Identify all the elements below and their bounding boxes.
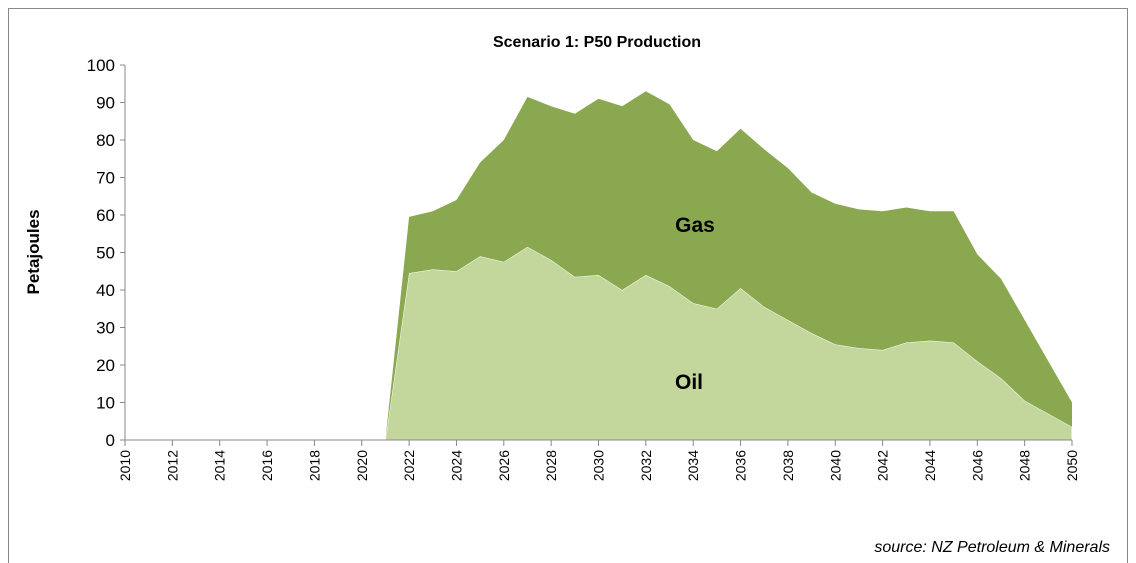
x-tick-label: 2026 bbox=[496, 450, 512, 481]
y-tick-label: 0 bbox=[106, 431, 115, 450]
x-tick-label: 2012 bbox=[164, 450, 180, 481]
x-tick-label: 2042 bbox=[875, 450, 891, 481]
y-tick-label: 40 bbox=[96, 281, 115, 300]
x-tick-label: 2038 bbox=[780, 450, 796, 481]
y-tick-label: 10 bbox=[96, 394, 115, 413]
chart-title: Scenario 1: P50 Production bbox=[493, 34, 701, 51]
y-axis-label: Petajoules bbox=[24, 209, 43, 294]
y-tick-label: 60 bbox=[96, 206, 115, 225]
y-tick-label: 30 bbox=[96, 319, 115, 338]
x-tick-label: 2028 bbox=[543, 450, 559, 481]
x-tick-label: 2036 bbox=[733, 450, 749, 481]
y-tick-label: 80 bbox=[96, 131, 115, 150]
x-tick-label: 2040 bbox=[827, 450, 843, 481]
y-tick-label: 70 bbox=[96, 169, 115, 188]
x-tick-label: 2018 bbox=[306, 450, 322, 481]
y-tick-label: 20 bbox=[96, 356, 115, 375]
x-tick-label: 2048 bbox=[1017, 450, 1033, 481]
y-tick-label: 50 bbox=[96, 244, 115, 263]
series-label: Gas bbox=[675, 214, 715, 237]
x-tick-label: 2014 bbox=[212, 450, 228, 481]
x-tick-label: 2010 bbox=[117, 450, 133, 481]
y-tick-label: 100 bbox=[87, 56, 115, 75]
x-tick-label: 2046 bbox=[969, 450, 985, 481]
x-tick-label: 2050 bbox=[1064, 450, 1080, 481]
x-tick-label: 2044 bbox=[922, 450, 938, 481]
x-tick-label: 2020 bbox=[354, 450, 370, 481]
x-tick-label: 2016 bbox=[259, 450, 275, 481]
x-tick-label: 2022 bbox=[401, 450, 417, 481]
area bbox=[125, 91, 1072, 440]
x-tick-label: 2024 bbox=[448, 450, 464, 481]
x-tick-label: 2032 bbox=[638, 450, 654, 481]
x-tick-label: 2034 bbox=[685, 450, 701, 481]
y-tick-label: 90 bbox=[96, 94, 115, 113]
x-tick-label: 2030 bbox=[591, 450, 607, 481]
source-note: source: NZ Petroleum & Minerals bbox=[874, 539, 1110, 556]
series-label: Oil bbox=[675, 371, 703, 394]
